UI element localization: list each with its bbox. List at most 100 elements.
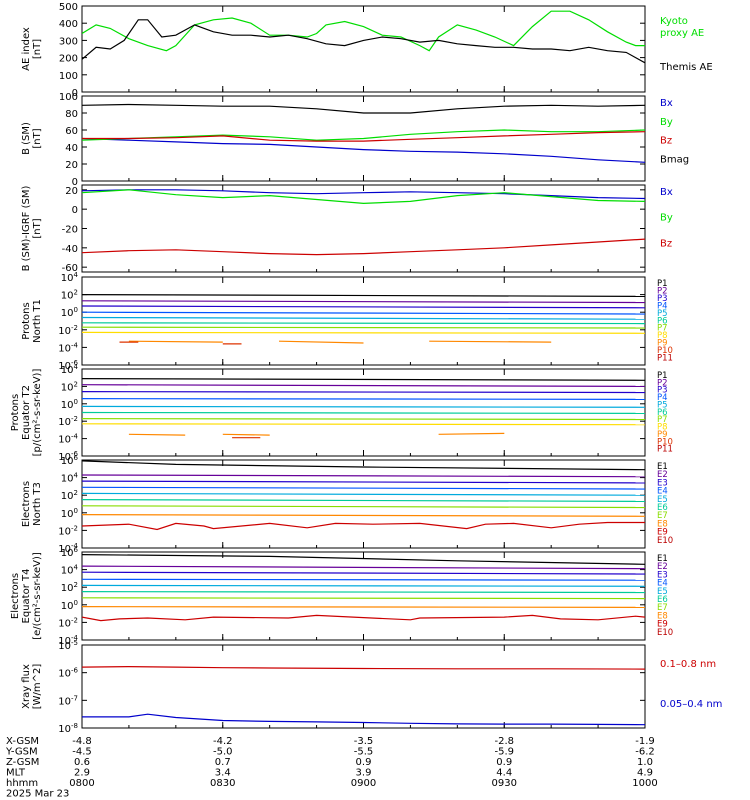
legend-P9: P9	[657, 430, 668, 440]
legend-Bx: Bx	[660, 187, 673, 198]
axis-row-value: 3.9	[356, 768, 372, 779]
legend-P2: P2	[657, 378, 668, 388]
axis-row-value: 0800	[69, 778, 94, 789]
y-tick-label: 100	[61, 398, 78, 411]
legend-E6: E6	[657, 595, 668, 605]
series-line-Themis AE	[82, 19, 645, 64]
legend-Bx: Bx	[660, 98, 673, 109]
legend-E2: E2	[657, 470, 668, 480]
y-tick-label: 0	[72, 88, 78, 99]
y-axis-label: Equator T4	[21, 569, 32, 624]
axis-row-value: 0.7	[215, 757, 231, 768]
y-axis-label: [e/(cm²-s-sr-keV)]	[32, 552, 43, 640]
legend-P5: P5	[657, 309, 668, 319]
y-tick-label: 40	[65, 143, 78, 154]
y-tick-label: 10-4	[58, 634, 78, 647]
series-line-P6	[82, 411, 645, 414]
axis-row-value: -1.9	[635, 736, 655, 747]
y-tick-label: 400	[59, 19, 78, 30]
legend-0.05-0.4-nm: 0.05–0.4 nm	[660, 699, 722, 710]
y-tick-label: 100	[59, 71, 78, 82]
y-tick-label: 106	[61, 454, 79, 467]
axis-row-value: 0830	[210, 778, 235, 789]
y-tick-label: 100	[61, 306, 78, 319]
legend-P8: P8	[657, 331, 668, 341]
legend-E5: E5	[657, 587, 668, 597]
y-axis-label: AE index	[21, 27, 32, 71]
panel-frame	[81, 276, 646, 366]
axis-row-value: -4.5	[72, 747, 92, 758]
legend-E3: E3	[657, 570, 668, 580]
y-tick-label: 102	[61, 380, 78, 393]
series-line-P8	[82, 423, 645, 426]
series-line-P8	[82, 331, 645, 334]
panel-ee: Electrons Equator T4 [e/(cm²-s-sr-keV)] E1E…	[10, 551, 673, 641]
legend-Themis-AE: Themis AE	[659, 62, 713, 73]
legend-Bz: Bz	[660, 136, 672, 147]
legend-P7: P7	[657, 415, 668, 425]
legend-Bmag: Bmag	[660, 154, 689, 165]
y-tick-label: 500	[59, 2, 78, 13]
legend-Kyoto-proxy-AE: proxy AE	[660, 28, 704, 39]
series-line-P5	[82, 316, 645, 320]
legend-E7: E7	[657, 603, 668, 613]
y-tick-label: 10-4	[58, 542, 78, 555]
legend-P9: P9	[657, 339, 668, 349]
legend-E6: E6	[657, 503, 668, 513]
y-tick-label: 20	[65, 186, 78, 197]
series-line-E6	[82, 591, 645, 594]
legend-E2: E2	[657, 562, 668, 572]
legend-E10: E10	[657, 628, 673, 638]
legend-P3: P3	[657, 294, 668, 304]
series-line-E3	[82, 480, 645, 484]
axis-row-label: Z-GSM	[6, 757, 39, 768]
series-line-P4	[82, 311, 645, 315]
y-axis-label: Xray flux	[21, 664, 32, 709]
series-line-P3	[82, 391, 645, 394]
series-line-Bmag	[82, 103, 645, 114]
y-tick-label: 104	[61, 271, 79, 284]
legend-P1: P1	[657, 279, 668, 289]
series-line-P10	[119, 341, 242, 345]
legend-E9: E9	[657, 528, 668, 538]
series-line-E8	[82, 606, 645, 608]
y-tick-label: 0	[72, 177, 78, 188]
series-line-P1	[82, 294, 645, 297]
y-tick-label: 200	[59, 54, 78, 65]
y-axis-label: B (SM)	[21, 122, 32, 155]
y-tick-label: 104	[61, 363, 79, 376]
panel-frame	[81, 5, 646, 93]
series-line-Kyoto proxy AE	[82, 10, 645, 52]
axis-row-value: 0.9	[356, 757, 372, 768]
legend-P1: P1	[657, 371, 668, 381]
axis-row-value: -5.5	[354, 747, 374, 758]
y-axis-label: Electrons	[10, 573, 21, 619]
legend-E3: E3	[657, 478, 668, 488]
series-line-E9	[82, 521, 645, 531]
series-line-E3	[82, 571, 645, 575]
y-tick-label: 60	[65, 126, 78, 137]
series-line-E2	[82, 565, 645, 570]
legend-E10: E10	[657, 536, 673, 546]
y-axis-label: [nT]	[32, 39, 43, 59]
legend-P7: P7	[657, 324, 668, 334]
axis-row-value: -3.5	[354, 736, 374, 747]
y-tick-label: 10-6	[58, 450, 78, 463]
series-line-E8	[82, 514, 645, 517]
series-line-E7	[82, 597, 645, 600]
series-line-E1	[82, 460, 645, 471]
y-tick-label: -40	[62, 244, 78, 255]
series-line-By	[82, 189, 645, 205]
legend-0.1-0.8-nm: 0.1–0.8 nm	[660, 659, 716, 670]
series-line-E7	[82, 505, 645, 509]
series-line-P9	[128, 432, 505, 436]
series-line-P3	[82, 305, 645, 309]
legend-P6: P6	[657, 408, 668, 418]
legend-P10: P10	[657, 437, 673, 447]
axis-row-value: 1.0	[637, 757, 653, 768]
y-tick-label: 300	[59, 36, 78, 47]
legend-P6: P6	[657, 316, 668, 326]
y-axis-label: Protons	[21, 302, 32, 339]
y-tick-label: 104	[61, 564, 79, 577]
